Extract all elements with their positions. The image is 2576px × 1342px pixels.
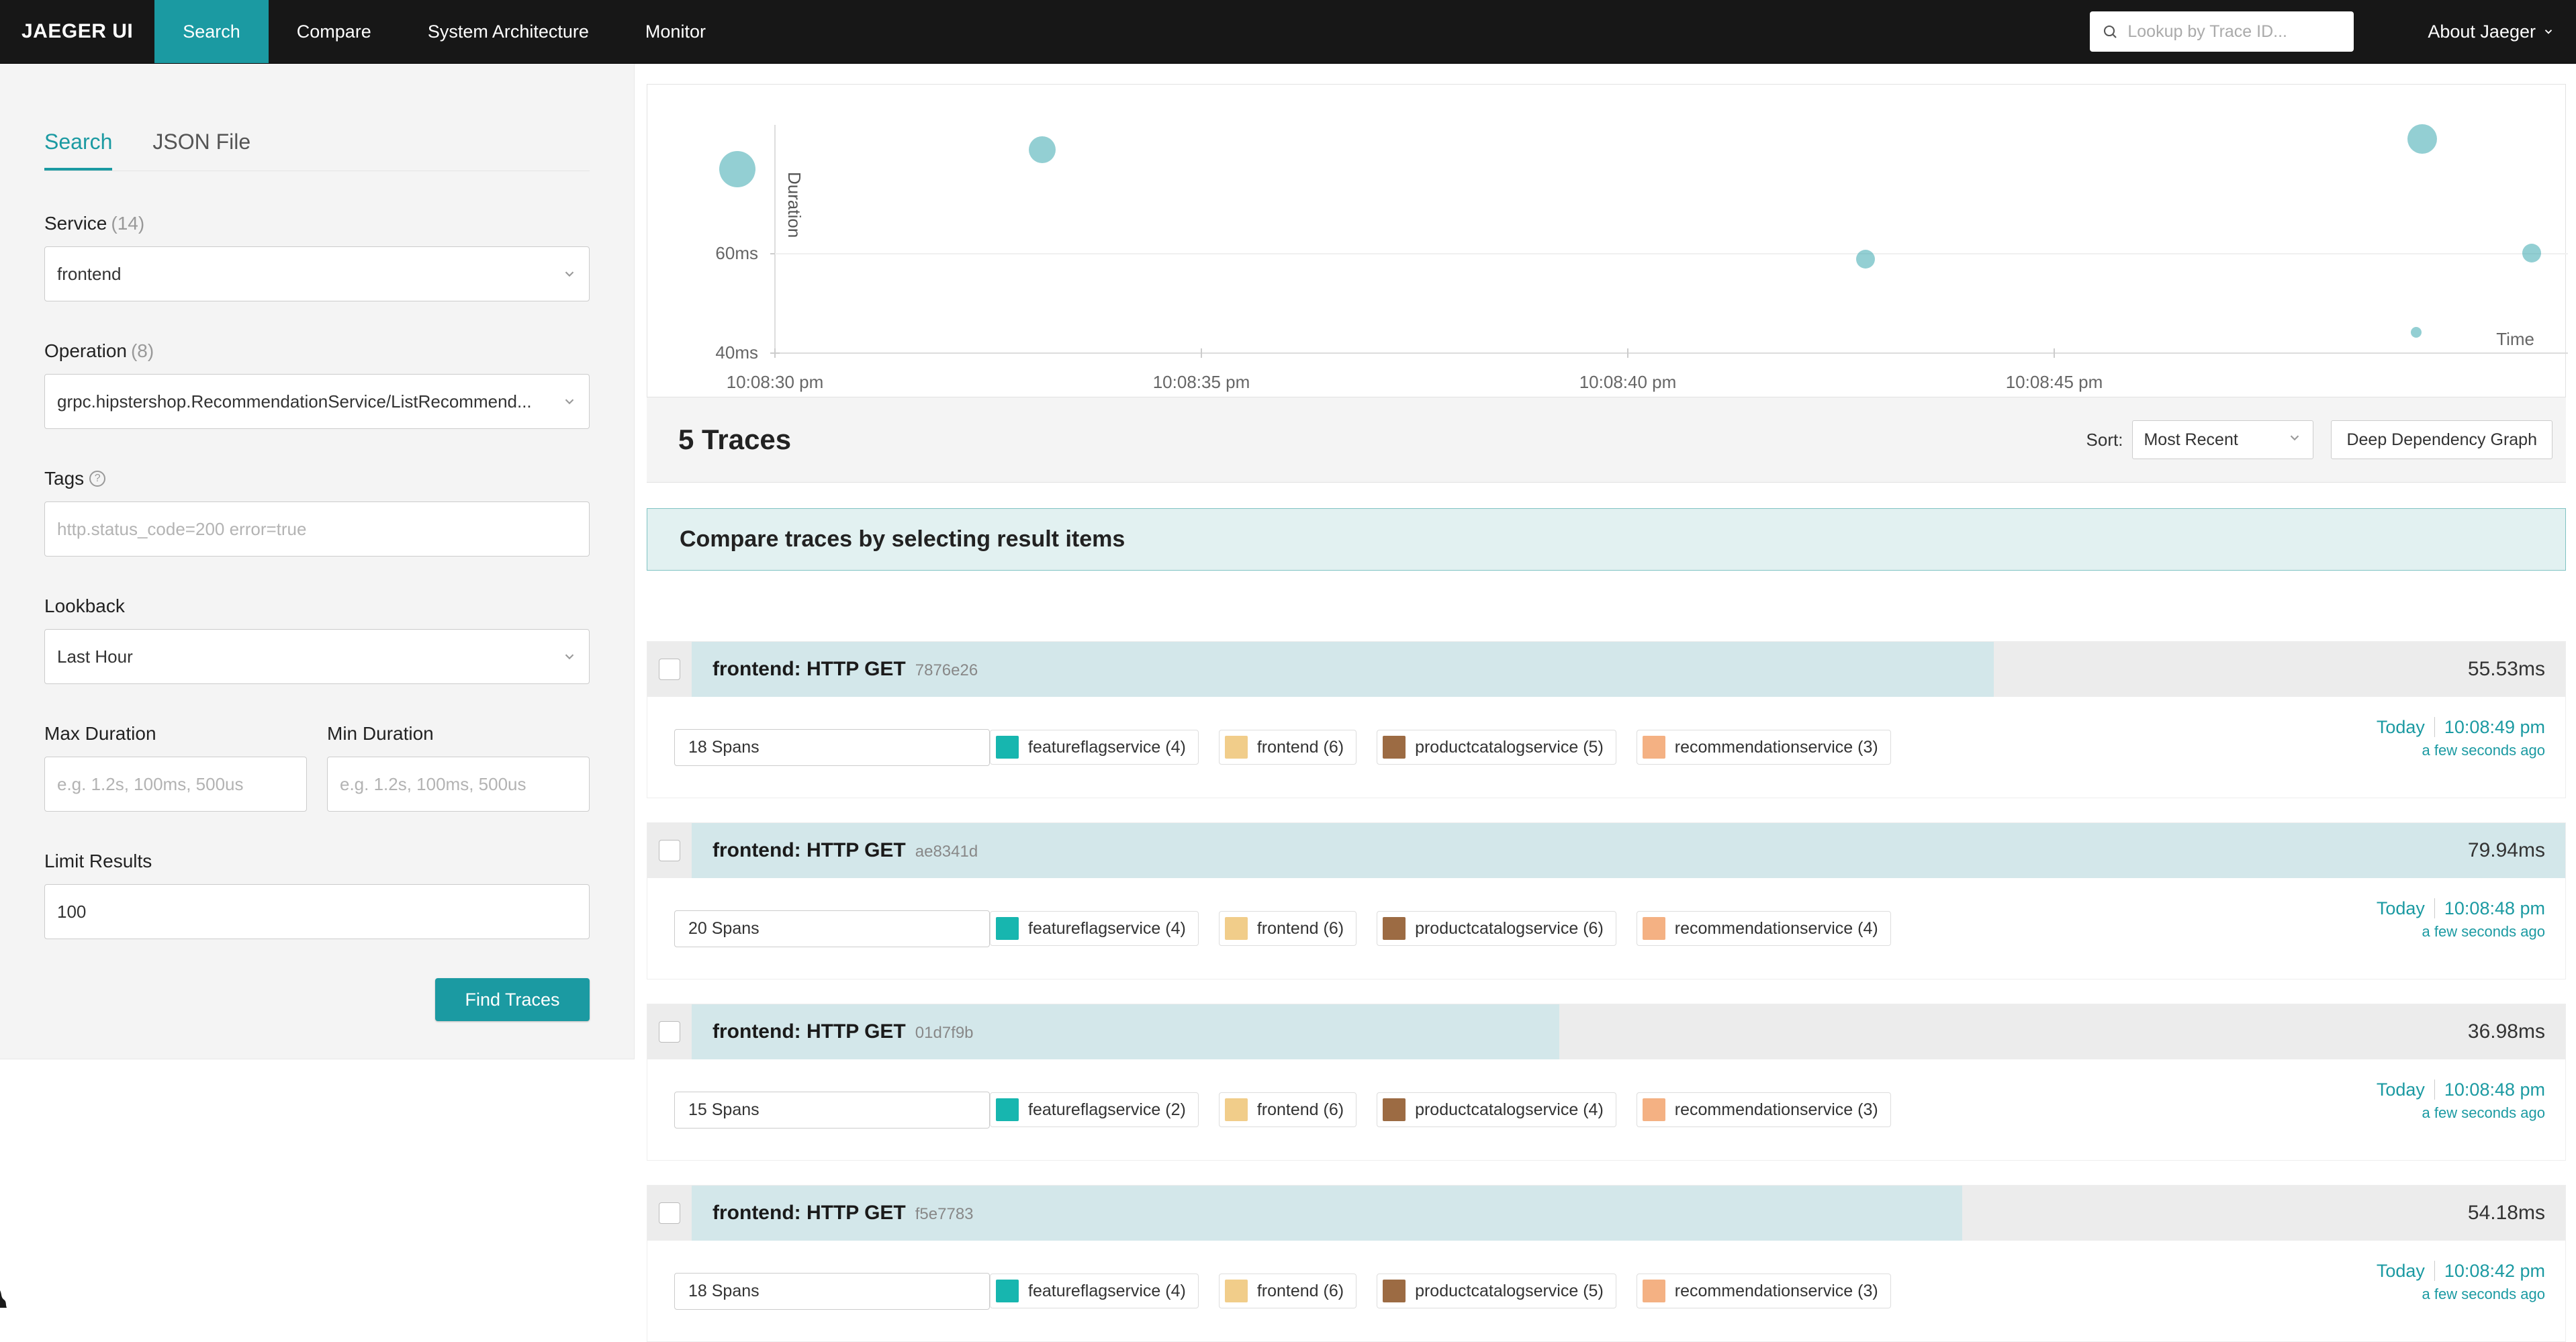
svg-text:10:08:45 pm: 10:08:45 pm bbox=[2006, 372, 2103, 392]
svg-text:60ms: 60ms bbox=[715, 243, 758, 263]
svg-text:10:08:35 pm: 10:08:35 pm bbox=[1153, 372, 1250, 392]
svg-text:10:08:40 pm: 10:08:40 pm bbox=[1579, 372, 1677, 392]
svg-text:Time: Time bbox=[2496, 329, 2534, 349]
svg-text:40ms: 40ms bbox=[715, 342, 758, 363]
svg-text:Duration: Duration bbox=[784, 172, 804, 238]
svg-text:10:08:30 pm: 10:08:30 pm bbox=[727, 372, 824, 392]
